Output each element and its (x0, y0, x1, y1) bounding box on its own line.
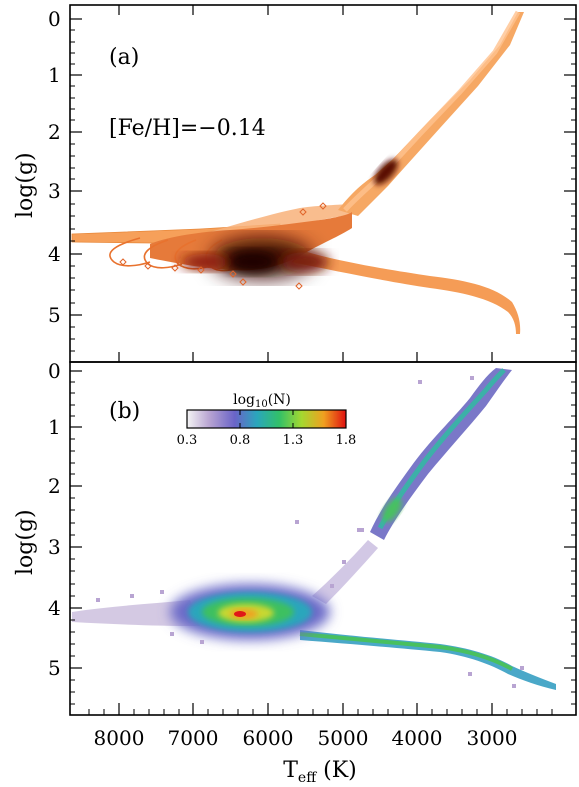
panel-a-label: (a) (109, 45, 139, 70)
colorbar-title-sub: 10 (255, 399, 268, 410)
panel-b-x-minor-ticks (88, 709, 553, 715)
panel-a-ytick-4: 4 (48, 242, 61, 266)
xtick-4000: 4000 (392, 726, 443, 750)
panel-b-y-ticks (70, 370, 576, 669)
panel-a-y-minor-ticks (70, 29, 576, 352)
panel-a-giant-clump (374, 159, 398, 185)
panel-a-y-ticks (70, 18, 576, 316)
panel-b-x-tick-labels: 8000 7000 6000 5000 4000 3000 (94, 726, 518, 750)
panel-b-ytick-1: 1 (48, 415, 61, 439)
panel-b-ytick-3: 3 (48, 535, 61, 559)
panel-b-ytick-2: 2 (48, 474, 61, 498)
panel-a-y-axis-label: log(g) (13, 152, 38, 218)
panel-a-giant-branch-edge (343, 10, 521, 212)
panel-a-ytick-1: 1 (48, 63, 61, 87)
panel-a-ytick-5: 5 (48, 303, 61, 327)
panel-a-density-left (181, 254, 229, 270)
panel-b-red-clump (382, 497, 402, 523)
panel-b-plot-area (72, 368, 556, 690)
colorbar-tick-1: 0.8 (230, 433, 251, 448)
panel-b-y-axis-label: log(g) (13, 509, 38, 575)
panel-b-giant-branch (370, 368, 512, 540)
xtick-6000: 6000 (243, 726, 294, 750)
panel-a-metallicity-annotation: [Fe/H]=−0.14 (109, 116, 266, 141)
panel-a-ytick-2: 2 (48, 120, 61, 144)
panel-a-giant-branch (338, 12, 524, 216)
panel-b-y-minor-ticks (70, 381, 576, 705)
panel-a-density-inner (226, 251, 278, 273)
panel-b-subgiant-branch (312, 540, 378, 604)
colorbar-ticks (239, 410, 294, 428)
colorbar-tick-labels: 0.3 0.8 1.3 1.8 (177, 433, 357, 448)
panel-a-ytick-3: 3 (48, 179, 61, 203)
colorbar-title-main: log (233, 392, 255, 408)
panel-b-ytick-5: 5 (48, 656, 61, 680)
panel-b-clump-peak (234, 611, 246, 617)
colorbar-gradient (186, 409, 347, 429)
panel-a-x-ticks (118, 5, 493, 362)
xtick-7000: 7000 (168, 726, 219, 750)
panel-b-hot-tail (72, 600, 200, 626)
colorbar-tick-3: 1.8 (336, 433, 357, 448)
panel-b-main-sequence (300, 630, 556, 690)
x-axis-label-unit: (K) (316, 758, 357, 783)
xtick-5000: 5000 (318, 726, 369, 750)
panel-b-ytick-4: 4 (48, 596, 61, 620)
x-axis-label: Teff (K) (283, 758, 357, 786)
xtick-3000: 3000 (467, 726, 518, 750)
panel-a-frame (69, 4, 577, 363)
panel-b-sparse-pixels (96, 376, 524, 688)
panel-b-x-ticks (118, 703, 493, 715)
panel-a-y-tick-labels: 0 1 2 3 4 5 (48, 7, 61, 327)
panel-a-ytick-0: 0 (48, 7, 61, 31)
panel-a-density-right (281, 252, 329, 272)
colorbar-title-suffix: (N) (268, 392, 291, 408)
panel-b-label: (b) (109, 399, 140, 424)
xtick-8000: 8000 (94, 726, 145, 750)
colorbar-title: log10(N) (233, 392, 291, 410)
panel-b-giant-branch-core (377, 368, 506, 530)
x-axis-label-sub: eff (298, 770, 317, 786)
panel-b-frame (69, 361, 577, 716)
panel-b-main-sequence-core (299, 632, 513, 671)
panel-a-main-sequence (292, 250, 521, 334)
panel-a-plot-area (71, 10, 524, 334)
panel-a-diamond-markers (119, 202, 327, 290)
colorbar-tick-2: 1.3 (283, 433, 304, 448)
colorbar-tick-0: 0.3 (177, 433, 198, 448)
panel-a-isochrones: 0 1 2 3 4 5 log(g) (a) [Fe/H]=−0.14 (13, 4, 577, 363)
panel-b-ytick-0: 0 (48, 359, 61, 383)
panel-b-y-tick-labels: 0 1 2 3 4 5 (48, 359, 61, 680)
colorbar: log10(N) 0.3 0.8 1.3 1.8 (177, 392, 357, 448)
panel-b-observed-density: 0 1 2 3 4 5 8000 7000 6000 5000 4000 300… (13, 359, 577, 786)
